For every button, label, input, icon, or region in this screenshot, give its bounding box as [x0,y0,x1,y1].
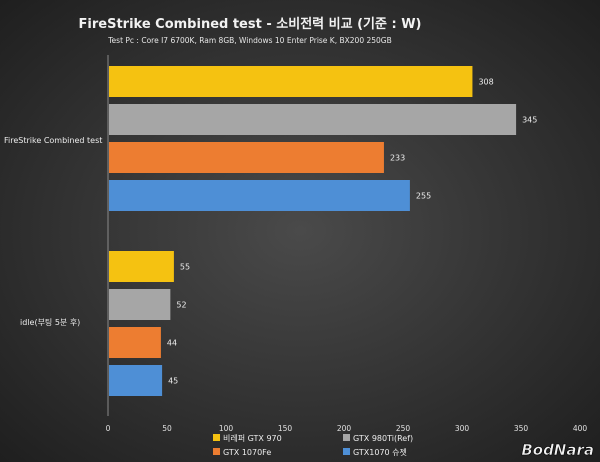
x-tick-label-8: 400 [573,424,588,433]
x-tick-label-4: 200 [337,424,352,433]
x-tick-label-3: 150 [278,424,293,433]
bar-0-2 [109,142,384,173]
chart-title: FireStrike Combined test - 소비전력 비교 (기준 :… [79,16,422,32]
data-label-1-0: 55 [180,263,190,272]
x-tick-label-0: 0 [106,424,111,433]
bar-0-3 [109,180,410,211]
legend-swatch-3 [343,448,350,455]
data-label-0-2: 233 [390,154,405,163]
bar-1-2 [109,327,161,358]
bar-0-1 [109,104,517,135]
legend-swatch-2 [213,448,220,455]
bar-1-0 [109,251,174,282]
data-label-0-0: 308 [478,78,493,87]
watermark-text: BodNara [521,441,594,459]
x-tick-label-7: 350 [514,424,529,433]
category-label-idle: idle(부팅 5분 후) [20,317,80,327]
bars-group [109,66,517,396]
category-labels: FireStrike Combined test idle(부팅 5분 후) [4,136,102,327]
category-label-firestrike: FireStrike Combined test [4,136,102,145]
legend-label-1: GTX 980Ti(Ref) [353,434,413,443]
value-labels-group: 308 345 233 255 55 52 44 45 [167,78,537,386]
data-label-1-2: 44 [167,339,177,348]
x-tick-label-6: 300 [455,424,470,433]
x-tick-label-2: 100 [219,424,234,433]
bar-1-3 [109,365,163,396]
data-label-0-3: 255 [416,192,431,201]
chart-subtitle: Test Pc : Core I7 6700K, Ram 8GB, Window… [107,36,392,45]
legend-label-3: GTX1070 슈젯 [353,447,407,457]
bar-1-1 [109,289,171,320]
legend-swatch-0 [213,434,220,441]
legend: 비레퍼 GTX 970 GTX 980Ti(Ref) GTX 1070Fe GTX10… [213,434,413,457]
bar-0-0 [109,66,473,97]
data-label-1-1: 52 [176,301,186,310]
x-tick-label-1: 50 [162,424,172,433]
x-axis-ticks: 0 50 100 150 200 250 300 350 400 [106,424,588,433]
x-tick-label-5: 250 [396,424,411,433]
data-label-0-1: 345 [522,116,537,125]
data-label-1-3: 45 [168,377,178,386]
watermark-logo: BodNara [521,441,594,460]
legend-label-0: 비레퍼 GTX 970 [223,434,282,443]
legend-swatch-1 [343,434,350,441]
legend-label-2: GTX 1070Fe [223,448,271,457]
